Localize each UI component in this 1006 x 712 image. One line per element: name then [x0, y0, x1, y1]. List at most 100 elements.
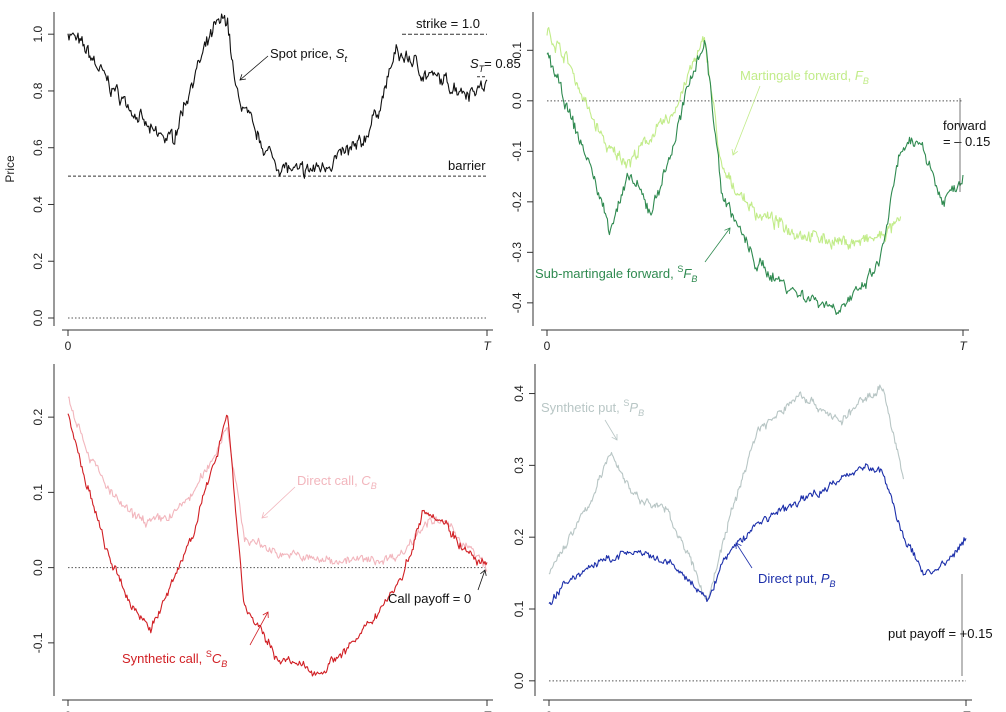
label-synthetic-put-text: Synthetic put, [541, 400, 623, 415]
arrow-synthetic-call [249, 611, 269, 646]
label-spot-price-text: Spot price, [270, 46, 336, 61]
y-tick-label: 0.4 [31, 196, 45, 213]
series-line-0 [67, 13, 488, 179]
label-direct-put-symbol: P [821, 571, 830, 586]
y-tick-label: 0.0 [31, 559, 45, 576]
y-tick-label: 0.0 [31, 309, 45, 326]
y-tick-label: -0.1 [510, 141, 524, 162]
label-final-spot-symbol: S [470, 56, 479, 71]
y-tick-label: -0.3 [510, 242, 524, 263]
series-line-1 [546, 40, 964, 316]
label-direct-call-symbol: C [361, 473, 371, 488]
arrow-spot-price [239, 55, 269, 81]
label-barrier: barrier [448, 158, 486, 173]
axes: -0.4 -0.3 -0.2 -0.1 0.0 0.1 0 T [510, 12, 969, 353]
y-tick-label: 0.1 [510, 42, 524, 59]
arrow-call-payoff-head [480, 569, 487, 576]
label-spot-price-symbol: S [336, 46, 345, 61]
series-line-1 [67, 413, 488, 677]
y-tick-label: 0.1 [31, 484, 45, 501]
arrow-synthetic-put-head [611, 433, 618, 441]
label-submartingale-forward-sup: S [677, 264, 683, 274]
label-forward: forward [943, 118, 986, 133]
arrow-direct-put [735, 542, 753, 569]
series-line-0 [67, 396, 488, 572]
y-tick-label: -0.4 [510, 292, 524, 313]
arrow-martingale-forward [732, 85, 761, 156]
y-tick-label: 0.8 [31, 82, 45, 99]
label-submartingale-forward-subscript: B [691, 274, 697, 284]
y-tick-label: 0.0 [510, 92, 524, 109]
chart-panel-bottom-right: 0.0 0.1 0.2 0.3 0.4 0 T [512, 364, 972, 712]
arrow-direct-put-head [735, 542, 742, 550]
label-final-spot-sub: T [479, 64, 486, 74]
y-tick-label: 0.2 [512, 529, 526, 546]
y-tick-label: -0.1 [31, 632, 45, 653]
axes: -0.1 0.0 0.1 0.2 0 T [31, 364, 493, 712]
chart-panel-top-left: 0.0 0.2 0.4 0.6 0.8 1.0 0 T Price [3, 12, 493, 353]
reference-lines [68, 33, 487, 319]
label-synthetic-put-subscript: B [638, 408, 644, 418]
label-synthetic-put: Synthetic put, SPB [541, 398, 644, 418]
axes: 0.0 0.1 0.2 0.3 0.4 0 T [512, 364, 972, 712]
x-tick-label: 0 [65, 339, 72, 353]
y-tick-label: 0.6 [31, 139, 45, 156]
series-line-0 [546, 27, 902, 250]
label-final-spot: ST= 0.85 [470, 56, 521, 74]
x-tick-label: 0 [65, 709, 72, 712]
arrow-submartingale-forward [704, 227, 731, 263]
axes: 0.0 0.2 0.4 0.6 0.8 1.0 0 T Price [3, 12, 493, 353]
label-direct-call: Direct call, CB [297, 473, 377, 491]
x-tick-label: T [959, 339, 968, 353]
arrow-synthetic-put [604, 419, 618, 441]
chart-panel-top-right: -0.4 -0.3 -0.2 -0.1 0.0 0.1 0 T [510, 12, 969, 353]
y-tick-label: 0.2 [31, 253, 45, 270]
arrow-synthetic-call-head [262, 611, 269, 619]
label-direct-call-text: Direct call, [297, 473, 361, 488]
y-tick-label: 0.0 [512, 672, 526, 689]
chart-panel-bottom-left: -0.1 0.0 0.1 0.2 0 T [31, 364, 493, 712]
x-tick-label: 0 [546, 709, 553, 712]
y-tick-label: -0.2 [510, 191, 524, 212]
arrow-spot-price-head [239, 74, 246, 81]
label-martingale-forward-symbol: F [855, 68, 864, 83]
label-put-payoff: put payoff = +0.15 [888, 626, 993, 641]
label-spot-price-subscript: t [344, 54, 347, 64]
label-direct-put-subscript: B [830, 579, 836, 589]
label-synthetic-call: Synthetic call, SCB [122, 649, 227, 669]
arrow-martingale-forward-head [731, 149, 738, 156]
label-call-payoff: Call payoff = 0 [388, 591, 471, 606]
label-synthetic-call-sup: S [206, 649, 212, 659]
series-line-1 [548, 463, 967, 606]
y-tick-label: 0.4 [512, 385, 526, 402]
label-synthetic-put-sup: S [623, 398, 629, 408]
series-line-0 [548, 384, 905, 600]
y-tick-label: 0.2 [31, 408, 45, 425]
label-submartingale-forward-text: Sub-martingale forward, [535, 266, 677, 281]
x-tick-label: T [962, 709, 971, 712]
label-submartingale-forward: Sub-martingale forward, SFB [535, 264, 697, 284]
arrow-submartingale-forward-head [724, 227, 731, 235]
x-tick-label: T [483, 339, 492, 353]
y-axis-title: Price [3, 155, 17, 183]
label-spot-price: Spot price, St [270, 46, 347, 64]
label-direct-put-text: Direct put, [758, 571, 821, 586]
label-strike: strike = 1.0 [416, 16, 480, 31]
arrow-direct-call-head [261, 512, 268, 519]
arrow-call-payoff [477, 569, 486, 591]
arrow-direct-call [261, 486, 296, 519]
label-forward-value: = – 0.15 [943, 134, 990, 149]
label-direct-call-subscript: B [371, 481, 377, 491]
label-martingale-forward: Martingale forward, FB [740, 68, 869, 86]
y-tick-label: 0.3 [512, 457, 526, 474]
label-martingale-forward-text: Martingale forward, [740, 68, 855, 83]
label-synthetic-call-symbol: C [212, 651, 222, 666]
label-synthetic-call-text: Synthetic call, [122, 651, 206, 666]
label-synthetic-call-subscript: B [221, 659, 227, 669]
y-tick-label: 1.0 [31, 26, 45, 43]
label-final-spot-text: = 0.85 [484, 56, 521, 71]
y-tick-label: 0.1 [512, 600, 526, 617]
label-synthetic-put-symbol: P [629, 400, 638, 415]
